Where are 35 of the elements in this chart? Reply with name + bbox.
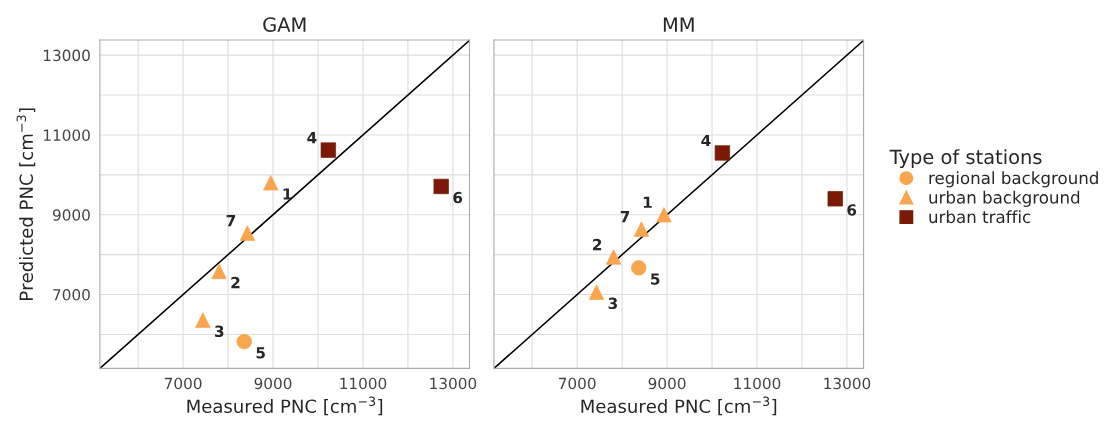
annotation: 4 <box>307 132 317 144</box>
annotation: 1 <box>643 196 652 208</box>
annotation: 5 <box>256 347 265 359</box>
annotation: 3 <box>215 325 224 338</box>
y-tick-label: 13000 <box>43 49 90 62</box>
annotation: 6 <box>453 191 463 204</box>
x-axis-title: Measured PNC [cm$^{−3}$] <box>581 396 777 416</box>
annotation: 7 <box>620 211 630 223</box>
x-tick-label: 11000 <box>340 377 387 390</box>
chart-title: MM <box>663 17 694 32</box>
legend-label: urban traffic <box>929 210 1031 224</box>
legend-label: regional background <box>929 171 1098 188</box>
y-tick-label: 11000 <box>43 129 90 141</box>
annotation: 4 <box>701 134 711 147</box>
annotation: 3 <box>608 297 617 310</box>
annotation: 7 <box>226 215 236 227</box>
x-tick-label: 9000 <box>648 377 686 390</box>
y-tick-label: 9000 <box>52 209 90 221</box>
x-tick-label: 13000 <box>824 377 871 390</box>
y-axis-title: Predicted PNC [cm$^{−3}$] <box>16 108 36 300</box>
x-tick-label: 9000 <box>254 377 292 390</box>
y-tick-label: 7000 <box>53 289 90 301</box>
annotation: 1 <box>283 188 292 200</box>
x-tick-label: 11000 <box>734 377 781 390</box>
annotation: 2 <box>593 238 602 251</box>
x-tick-label: 7000 <box>558 377 596 390</box>
legend-label: urban background <box>929 190 1080 207</box>
legend-title: Type of stations <box>889 149 1042 168</box>
annotation: 6 <box>847 204 857 216</box>
annotation: 5 <box>651 273 660 285</box>
chart-title: GAM <box>263 17 306 32</box>
x-axis-title: Measured PNC [cm$^{−3}$] <box>187 396 383 416</box>
x-tick-label: 7000 <box>164 377 202 390</box>
x-tick-label: 13000 <box>430 377 477 390</box>
annotation: 2 <box>231 276 240 289</box>
